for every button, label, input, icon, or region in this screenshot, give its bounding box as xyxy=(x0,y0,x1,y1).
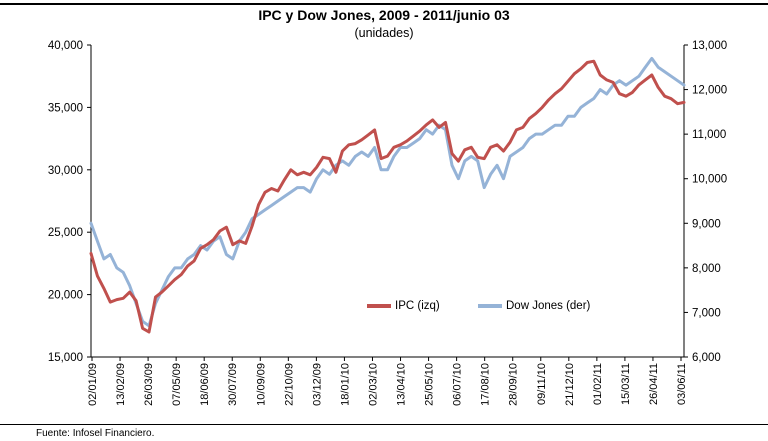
left-tick-label: 35,000 xyxy=(48,102,83,114)
left-tick-label: 15,000 xyxy=(48,352,83,364)
bottom-rule xyxy=(0,424,768,425)
chart-axes: 15,000 20,000 25,000 30,000 35,000 40,000 6,00… xyxy=(48,40,727,406)
right-tick-label: 11,000 xyxy=(692,129,726,141)
right-tick-label: 6,000 xyxy=(692,352,721,364)
x-tick-label: 09/11/10 xyxy=(536,363,548,405)
x-tick-label: 03/12/09 xyxy=(311,363,323,406)
x-tick-label: 10/09/09 xyxy=(255,363,267,406)
right-tick-label: 10,000 xyxy=(692,174,727,186)
x-tick-label: 25/05/10 xyxy=(424,363,436,406)
x-tick-label: 13/04/10 xyxy=(396,363,408,406)
x-tick-label: 01/02/11 xyxy=(592,363,604,405)
x-tick-label: 06/07/10 xyxy=(452,363,464,406)
x-tick-label: 21/12/10 xyxy=(564,363,576,406)
right-tick-label: 9,000 xyxy=(692,218,721,230)
series-layer xyxy=(89,56,686,334)
x-tick-label: 26/04/11 xyxy=(648,363,660,405)
chart-title: IPC y Dow Jones, 2009 - 2011/junio 03 xyxy=(258,7,510,23)
x-tick-label: 02/03/10 xyxy=(367,363,379,406)
series-line-ipc xyxy=(89,59,686,334)
legend-swatch-dow xyxy=(478,304,502,308)
x-tick-label: 18/01/10 xyxy=(339,363,351,406)
right-tick-label: 13,000 xyxy=(692,40,727,52)
x-tick-label: 30/07/09 xyxy=(227,363,239,406)
x-tick-label: 15/03/11 xyxy=(620,363,632,405)
x-tick-label: 03/06/11 xyxy=(676,363,688,405)
x-tick-label: 02/01/09 xyxy=(87,363,99,406)
legend-label-ipc: IPC (izq) xyxy=(395,300,440,312)
legend-item-ipc: IPC (izq) xyxy=(367,300,440,312)
legend-swatch-ipc xyxy=(367,304,391,308)
left-tick-label: 20,000 xyxy=(48,290,83,302)
source-note: Fuente: Infosel Financiero. xyxy=(36,428,155,439)
x-tick-label: 13/02/09 xyxy=(115,363,127,406)
left-tick-label: 30,000 xyxy=(48,165,83,177)
x-tick-label: 07/05/09 xyxy=(171,363,183,406)
right-tick-label: 7,000 xyxy=(692,307,721,319)
legend-item-dow: Dow Jones (der) xyxy=(478,300,590,312)
chart-subtitle: (unidades) xyxy=(354,26,414,40)
left-tick-label: 40,000 xyxy=(48,40,83,52)
x-tick-label: 18/06/09 xyxy=(199,363,211,406)
right-tick-label: 12,000 xyxy=(692,85,727,97)
legend-label-dow: Dow Jones (der) xyxy=(506,300,591,312)
left-tick-label: 25,000 xyxy=(48,227,83,239)
top-rule xyxy=(0,3,768,5)
right-tick-label: 8,000 xyxy=(692,263,721,275)
x-tick-label: 17/08/10 xyxy=(480,363,492,406)
x-tick-label: 22/10/09 xyxy=(283,363,295,406)
series-line-dow-jones xyxy=(89,56,686,328)
x-tick-label: 28/09/10 xyxy=(508,363,520,406)
x-tick-label: 26/03/09 xyxy=(143,363,155,406)
